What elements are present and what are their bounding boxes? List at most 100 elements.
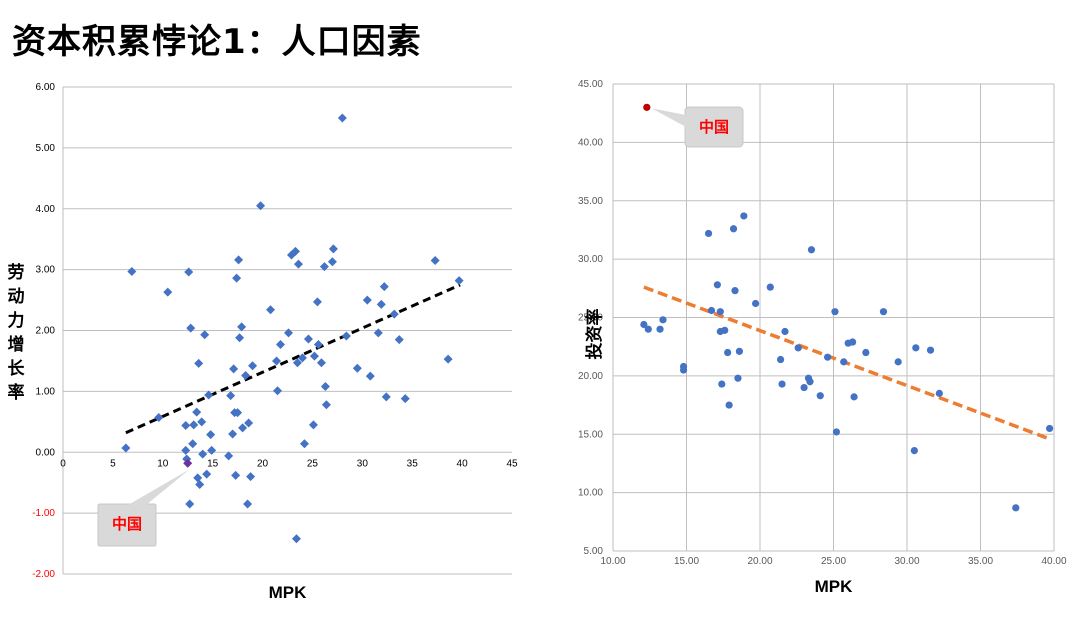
y-tick-label: 4.00 [36, 204, 56, 215]
data-point [184, 267, 194, 277]
data-point [316, 358, 326, 368]
data-point [237, 322, 247, 332]
data-point [273, 386, 283, 396]
y-tick-label: 25.00 [578, 313, 603, 324]
data-point [206, 430, 216, 440]
data-point [849, 338, 857, 346]
y-tick-label: 35.00 [578, 196, 603, 207]
data-point [1012, 504, 1020, 512]
data-point [430, 255, 440, 265]
data-point [862, 348, 870, 357]
data-point [181, 420, 191, 430]
data-point [299, 439, 309, 449]
china-data-point [183, 458, 193, 468]
data-point [389, 309, 399, 319]
data-point [640, 320, 648, 329]
data-point [926, 346, 935, 354]
x-axis-title: MPK [815, 577, 854, 596]
data-point [806, 378, 814, 386]
data-point [235, 333, 245, 343]
data-point [879, 308, 888, 316]
data-point [198, 449, 208, 459]
data-point [291, 534, 301, 544]
y-axis-title-char: 率 [8, 382, 25, 403]
data-point [231, 470, 241, 480]
data-point [776, 355, 785, 364]
data-point [716, 308, 724, 316]
data-point [320, 382, 330, 392]
data-point [751, 299, 760, 308]
data-point [232, 273, 242, 283]
data-point [229, 364, 239, 374]
x-tick-label: 0 [60, 458, 66, 469]
data-point [226, 391, 236, 401]
data-point [707, 306, 716, 315]
data-point [200, 330, 210, 340]
data-point [731, 287, 739, 295]
data-point [248, 361, 258, 371]
data-point [163, 287, 173, 297]
data-point [127, 266, 137, 276]
data-point [228, 429, 238, 439]
data-point [807, 246, 816, 254]
data-point [824, 353, 832, 361]
data-point [718, 380, 726, 388]
data-point [312, 297, 322, 307]
data-point [272, 356, 282, 366]
data-point [454, 276, 464, 286]
x-tick-label: 5 [110, 458, 116, 469]
data-point [308, 420, 318, 430]
y-axis-title-char: 力 [8, 310, 25, 331]
data-point [713, 281, 721, 289]
data-point [297, 353, 307, 363]
data-point [319, 262, 329, 272]
data-point [185, 499, 195, 509]
data-point [735, 347, 744, 355]
data-point [912, 344, 920, 352]
data-point [186, 323, 196, 333]
data-point [816, 392, 824, 400]
data-point [729, 225, 738, 233]
data-point [290, 246, 300, 256]
x-tick-label: 35 [407, 458, 419, 469]
x-tick-label: 25 [307, 458, 319, 469]
data-point [910, 446, 918, 455]
page-title: 资本积累悖论1：人口因素 [12, 22, 422, 62]
y-tick-label: 40.00 [578, 137, 603, 148]
y-axis-title-char: 增 [8, 334, 25, 355]
x-tick-label: 30.00 [894, 556, 919, 567]
data-point [894, 358, 902, 366]
data-point [725, 401, 733, 409]
data-point [656, 325, 664, 333]
y-axis-title-char: 劳 [8, 262, 25, 283]
data-point [246, 472, 256, 482]
data-point [373, 328, 383, 338]
data-point [679, 366, 688, 374]
x-tick-label: 20 [257, 458, 269, 469]
x-tick-label: 45 [506, 458, 518, 469]
x-tick-label: 35.00 [968, 556, 993, 567]
data-point [840, 358, 848, 366]
china-callout [97, 503, 157, 547]
data-point [781, 327, 789, 336]
data-point [303, 334, 313, 344]
data-point [233, 408, 243, 418]
y-tick-label: 10.00 [578, 488, 603, 499]
data-point [1045, 424, 1054, 433]
data-point [195, 480, 205, 490]
data-point [313, 340, 323, 350]
data-point [276, 340, 286, 350]
y-tick-label: 2.00 [36, 326, 56, 337]
data-point [197, 417, 207, 427]
data-point [204, 390, 214, 400]
y-tick-label: 5.00 [36, 143, 56, 154]
data-point [192, 407, 202, 417]
data-point [778, 380, 786, 388]
data-point [121, 443, 131, 453]
data-point [337, 113, 347, 123]
data-point [659, 316, 667, 324]
data-point [740, 212, 748, 220]
x-tick-label: 10 [157, 458, 169, 469]
data-point [644, 325, 652, 333]
